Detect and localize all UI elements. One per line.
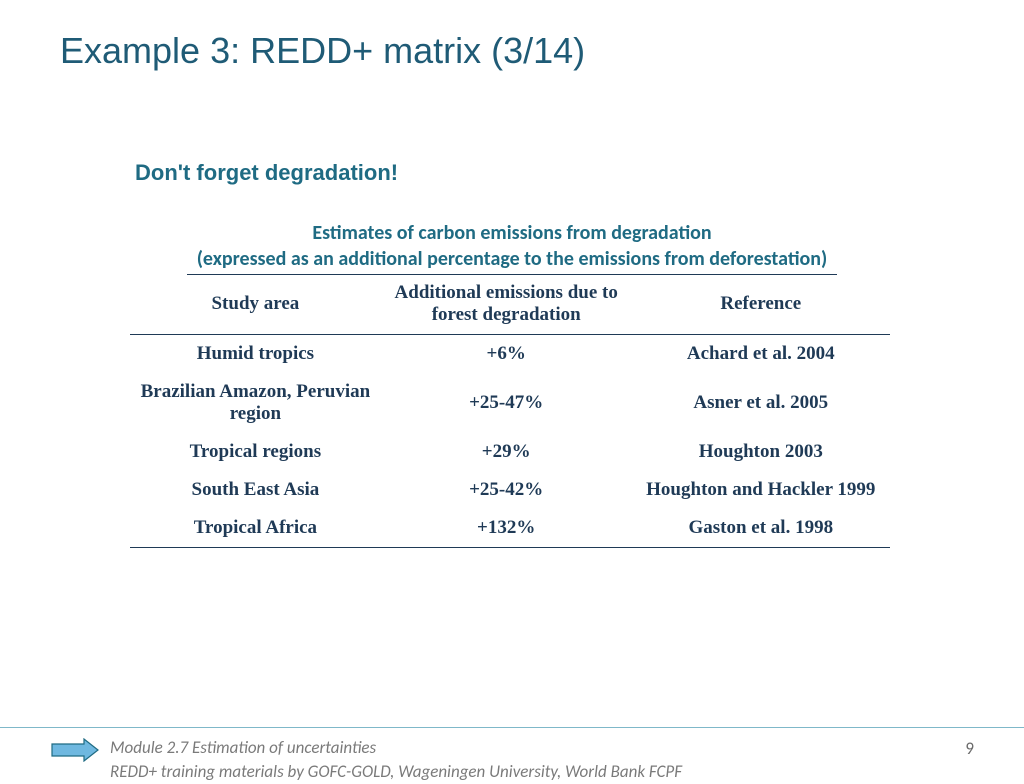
col-additional-emissions: Additional emissions due to forest degra… [381, 274, 632, 335]
table-row: Humid tropics +6% Achard et al. 2004 [130, 335, 890, 374]
cell-study-area: Tropical regions [130, 433, 381, 471]
cell-emissions: +6% [381, 335, 632, 374]
table-caption: Estimates of carbon emissions from degra… [0, 220, 1024, 275]
cell-study-area: South East Asia [130, 471, 381, 509]
table-row: South East Asia +25-42% Houghton and Hac… [130, 471, 890, 509]
table-row: Tropical regions +29% Houghton 2003 [130, 433, 890, 471]
col-study-area: Study area [130, 274, 381, 335]
cell-emissions: +25-47% [381, 373, 632, 433]
footer-text: Module 2.7 Estimation of uncertainties R… [110, 736, 682, 784]
table-header-row: Study area Additional emissions due to f… [130, 274, 890, 335]
cell-reference: Asner et al. 2005 [632, 373, 890, 433]
slide-title: Example 3: REDD+ matrix (3/14) [60, 30, 585, 72]
cell-reference: Gaston et al. 1998 [632, 509, 890, 548]
caption-line-2: (expressed as an additional percentage t… [187, 246, 838, 275]
page-number: 9 [965, 738, 974, 759]
cell-reference: Houghton and Hackler 1999 [632, 471, 890, 509]
cell-reference: Houghton 2003 [632, 433, 890, 471]
emissions-table: Study area Additional emissions due to f… [130, 274, 890, 548]
table-row: Tropical Africa +132% Gaston et al. 1998 [130, 509, 890, 548]
slide-footer: Module 2.7 Estimation of uncertainties R… [0, 727, 1024, 738]
cell-emissions: +29% [381, 433, 632, 471]
caption-line-1: Estimates of carbon emissions from degra… [312, 221, 711, 245]
table-row: Brazilian Amazon, Peruvian region +25-47… [130, 373, 890, 433]
cell-study-area: Brazilian Amazon, Peruvian region [130, 373, 381, 433]
footer-line-1: Module 2.7 Estimation of uncertainties [110, 737, 376, 758]
cell-study-area: Tropical Africa [130, 509, 381, 548]
arrow-right-icon [50, 738, 100, 762]
cell-reference: Achard et al. 2004 [632, 335, 890, 374]
cell-emissions: +132% [381, 509, 632, 548]
slide-subtitle: Don't forget degradation! [135, 160, 398, 186]
cell-emissions: +25-42% [381, 471, 632, 509]
col-reference: Reference [632, 274, 890, 335]
footer-line-2: REDD+ training materials by GOFC-GOLD, W… [110, 761, 682, 782]
cell-study-area: Humid tropics [130, 335, 381, 374]
